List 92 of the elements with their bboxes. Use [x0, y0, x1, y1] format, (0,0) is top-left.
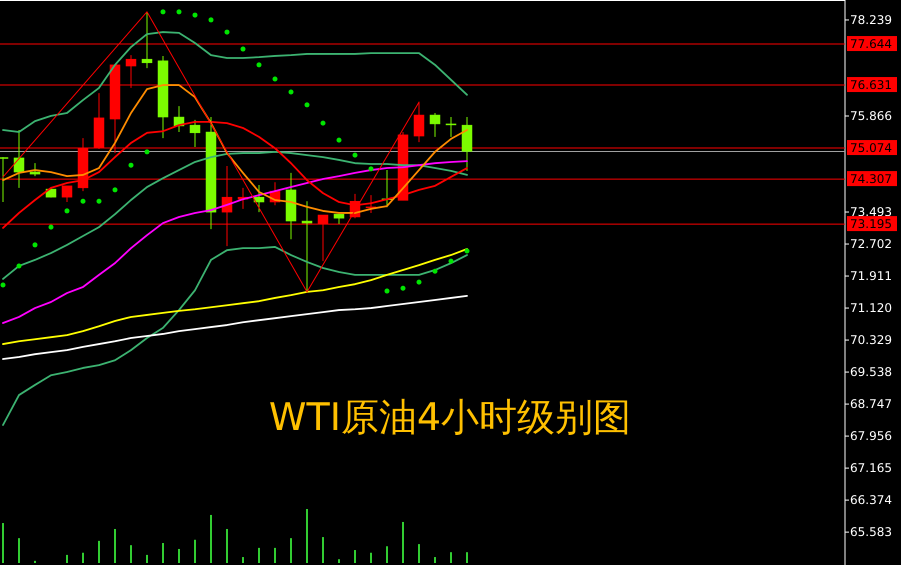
bar — [194, 540, 196, 563]
candlestick — [446, 116, 456, 138]
point — [240, 46, 246, 52]
point — [256, 62, 262, 68]
bar — [258, 548, 260, 563]
point — [464, 248, 470, 254]
point — [96, 198, 102, 204]
y-tick-label: 71.120 — [850, 301, 892, 316]
ref-line-label: 75.074 — [850, 141, 892, 156]
bar — [402, 522, 404, 563]
bar — [386, 546, 388, 563]
bar — [162, 543, 164, 563]
y-tick-label: 72.702 — [850, 237, 892, 252]
candlestick — [30, 162, 40, 177]
candlestick — [190, 119, 200, 148]
bar — [370, 552, 372, 563]
point — [112, 187, 118, 192]
point — [208, 17, 214, 22]
point — [272, 76, 278, 82]
point — [448, 258, 454, 264]
bar — [130, 545, 132, 563]
y-tick-label: 67.165 — [850, 461, 892, 476]
point — [368, 166, 374, 172]
point — [224, 30, 230, 35]
line-series — [2, 295, 468, 360]
point — [416, 280, 422, 285]
candlestick — [62, 185, 72, 203]
point — [32, 242, 38, 248]
y-tick-label: 73.493 — [850, 205, 892, 220]
candlestick — [142, 11, 152, 69]
point — [304, 102, 310, 108]
bar — [354, 550, 356, 563]
ref-line-label: 74.307 — [850, 172, 892, 186]
bar — [418, 544, 420, 563]
point — [400, 286, 406, 291]
y-tick-label: 67.956 — [850, 429, 892, 444]
point — [176, 9, 182, 14]
bar — [242, 557, 244, 563]
y-tick-label: 66.374 — [850, 493, 892, 508]
y-tick-label: 70.329 — [850, 333, 892, 348]
candlestick — [254, 184, 264, 213]
bar — [306, 509, 308, 563]
bar — [98, 540, 100, 563]
candlestick — [334, 214, 344, 224]
ref-line-label: 76.631 — [850, 78, 892, 92]
bar — [2, 523, 4, 563]
bar — [290, 538, 292, 563]
line-series — [2, 160, 468, 324]
point — [336, 138, 342, 143]
point — [64, 208, 70, 214]
point — [320, 120, 326, 126]
y-tick-label: 71.911 — [850, 269, 892, 284]
bar — [450, 552, 452, 563]
bar — [226, 528, 228, 563]
point — [352, 152, 358, 158]
ref-line-label: 73.195 — [850, 217, 892, 232]
point — [160, 9, 166, 14]
candlestick — [14, 129, 24, 188]
bar — [66, 554, 68, 563]
y-tick-label: 65.583 — [850, 525, 892, 540]
point — [0, 282, 6, 288]
line-series — [2, 31, 468, 133]
bar — [434, 557, 436, 563]
line-series — [2, 150, 468, 280]
point — [16, 263, 22, 268]
y-tick-label: 69.538 — [850, 365, 892, 380]
bar — [114, 528, 116, 563]
line-series — [2, 248, 468, 345]
y-tick-label: 75.866 — [850, 108, 892, 123]
point — [128, 162, 134, 168]
bar — [82, 552, 84, 563]
bar — [338, 559, 340, 563]
bar — [274, 548, 276, 563]
text: WTI原油4小时级别图 — [268, 395, 632, 439]
point — [192, 12, 198, 18]
point — [48, 224, 54, 230]
bar — [322, 537, 324, 563]
ref-line-label: 77.644 — [850, 37, 892, 52]
point — [288, 89, 294, 94]
y-tick-label: 68.747 — [850, 397, 892, 412]
bar — [466, 552, 468, 563]
candlestick — [302, 200, 312, 292]
bar — [146, 554, 148, 563]
point — [432, 268, 438, 274]
bar — [18, 538, 20, 563]
point — [80, 198, 86, 204]
candlestick — [430, 112, 440, 138]
point — [384, 288, 390, 294]
point — [144, 149, 150, 154]
y-tick-label: 78.239 — [850, 12, 892, 27]
bar — [178, 548, 180, 563]
bar — [210, 514, 212, 563]
